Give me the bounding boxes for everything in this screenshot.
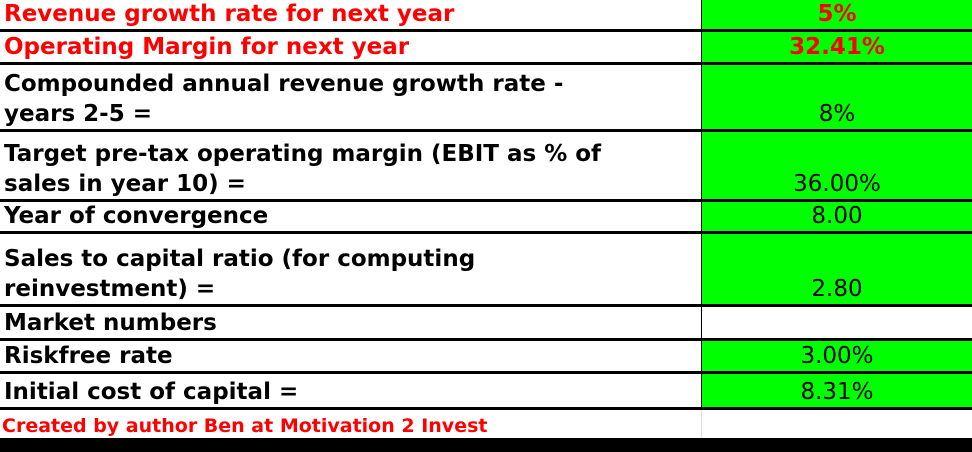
row-revenue-growth-next-year: Revenue growth rate for next year 5%	[0, 0, 972, 29]
row-separator	[0, 62, 972, 65]
value-sales-to-capital-ratio[interactable]: 2.80	[701, 234, 972, 304]
row-revenue-growth-years-2-5: Compounded annual revenue growth rate - …	[0, 65, 972, 129]
bottom-bar	[0, 438, 972, 452]
row-riskfree-rate: Riskfree rate 3.00%	[0, 341, 972, 371]
label-market-numbers: Market numbers	[4, 310, 217, 336]
label-sales-to-capital-ratio: Sales to capital ratio (for computing re…	[4, 246, 476, 302]
row-operating-margin-next-year: Operating Margin for next year 32.41%	[0, 32, 972, 62]
value-riskfree-rate[interactable]: 3.00%	[701, 341, 972, 371]
row-separator	[0, 338, 972, 341]
row-separator	[0, 371, 972, 374]
empty-cell[interactable]	[701, 410, 972, 438]
row-separator	[0, 407, 972, 410]
label-revenue-growth-next-year: Revenue growth rate for next year	[4, 1, 455, 27]
label-year-of-convergence: Year of convergence	[4, 203, 269, 229]
row-market-numbers: Market numbers	[0, 307, 972, 338]
row-target-operating-margin: Target pre-tax operating margin (EBIT as…	[0, 132, 972, 199]
value-initial-cost-of-capital[interactable]: 8.31%	[701, 374, 972, 407]
value-target-operating-margin[interactable]: 36.00%	[701, 132, 972, 199]
label-riskfree-rate: Riskfree rate	[4, 343, 173, 369]
label-initial-cost-of-capital: Initial cost of capital =	[4, 379, 299, 405]
row-separator	[0, 129, 972, 132]
value-revenue-growth-next-year[interactable]: 5%	[701, 0, 972, 29]
label-revenue-growth-years-2-5: Compounded annual revenue growth rate - …	[4, 71, 564, 127]
label-target-operating-margin: Target pre-tax operating margin (EBIT as…	[4, 141, 602, 197]
row-year-of-convergence: Year of convergence 8.00	[0, 202, 972, 231]
value-revenue-growth-years-2-5[interactable]: 8%	[701, 65, 972, 129]
footer-credit: Created by author Ben at Motivation 2 In…	[2, 415, 488, 437]
row-initial-cost-of-capital: Initial cost of capital = 8.31%	[0, 374, 972, 407]
value-market-numbers[interactable]	[701, 307, 972, 338]
row-separator	[0, 29, 972, 32]
row-separator	[0, 199, 972, 202]
row-separator	[0, 304, 972, 307]
label-operating-margin-next-year: Operating Margin for next year	[4, 34, 410, 60]
row-sales-to-capital-ratio: Sales to capital ratio (for computing re…	[0, 234, 972, 304]
row-separator	[0, 231, 972, 234]
value-year-of-convergence[interactable]: 8.00	[701, 202, 972, 231]
value-operating-margin-next-year[interactable]: 32.41%	[701, 32, 972, 62]
